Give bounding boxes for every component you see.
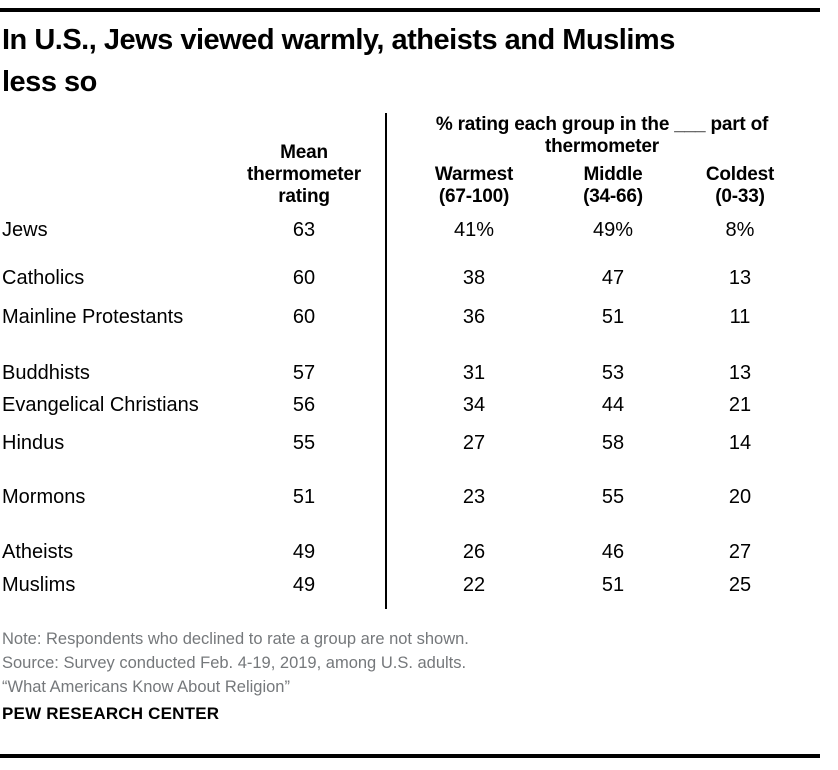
group-label: Hindus	[2, 432, 65, 454]
table-row: Mormons 51 23 55 20	[0, 484, 838, 510]
middle-value: 49%	[592, 219, 634, 241]
warmest-value: 23	[462, 486, 486, 508]
warmest-value: 22	[462, 574, 486, 596]
table-row: Hindus 55 27 58 14	[0, 430, 838, 456]
column-header-warmest: Warmest (67-100)	[434, 164, 514, 207]
table-row: Atheists 49 26 46 27	[0, 539, 838, 565]
table-vertical-divider	[385, 113, 387, 609]
table-row: Jews 63 41% 49% 8%	[0, 217, 838, 243]
group-label: Muslims	[2, 574, 76, 596]
warmest-value: 34	[462, 394, 486, 416]
coldest-value: 13	[728, 267, 752, 289]
warmest-value: 41%	[453, 219, 495, 241]
group-label: Catholics	[2, 267, 85, 289]
table-row: Mainline Protestants 60 36 51 11	[0, 304, 838, 330]
note-line: Note: Respondents who declined to rate a…	[2, 630, 469, 648]
pew-research-center-wordmark: PEW RESEARCH CENTER	[2, 704, 220, 723]
table-row: Muslims 49 22 51 25	[0, 572, 838, 598]
bottom-rule	[0, 754, 820, 758]
coldest-value: 13	[728, 362, 752, 384]
group-label: Mainline Protestants	[2, 306, 184, 328]
middle-value: 46	[601, 541, 625, 563]
column-header-middle: Middle (34-66)	[583, 164, 643, 207]
footnotes: Note: Respondents who declined to rate a…	[2, 627, 702, 699]
table-row: Evangelical Christians 56 34 44 21	[0, 392, 838, 418]
coldest-value: 20	[728, 486, 752, 508]
coldest-value: 14	[728, 432, 752, 454]
group-label: Mormons	[2, 486, 86, 508]
top-rule	[0, 8, 820, 12]
table-body: Jews 63 41% 49% 8% Catholics 60 38 47 13…	[0, 217, 838, 598]
mean-value: 60	[292, 306, 316, 328]
mean-value: 49	[292, 574, 316, 596]
mean-value: 56	[292, 394, 316, 416]
table-row: Buddhists 57 31 53 13	[0, 360, 838, 386]
group-label: Jews	[2, 219, 48, 241]
warmest-value: 26	[462, 541, 486, 563]
middle-value: 53	[601, 362, 625, 384]
group-label: Evangelical Christians	[2, 394, 199, 416]
warmest-value: 38	[462, 267, 486, 289]
warmest-value: 31	[462, 362, 486, 384]
group-label: Buddhists	[2, 362, 90, 384]
column-header-mean: Mean thermometer rating	[247, 142, 361, 207]
coldest-value: 21	[728, 394, 752, 416]
mean-value: 57	[292, 362, 316, 384]
mean-value: 55	[292, 432, 316, 454]
middle-value: 47	[601, 267, 625, 289]
middle-value: 51	[601, 306, 625, 328]
coldest-value: 25	[728, 574, 752, 596]
warmest-value: 36	[462, 306, 486, 328]
middle-value: 58	[601, 432, 625, 454]
column-group-header: % rating each group in the ___ part of t…	[435, 114, 769, 157]
column-header-coldest: Coldest (0-33)	[705, 164, 775, 207]
group-label: Atheists	[2, 541, 74, 563]
coldest-value: 27	[728, 541, 752, 563]
middle-value: 44	[601, 394, 625, 416]
report-line: “What Americans Know About Religion”	[2, 678, 290, 696]
table-row: Catholics 60 38 47 13	[0, 265, 838, 291]
coldest-value: 8%	[725, 219, 755, 241]
source-line: Source: Survey conducted Feb. 4-19, 2019…	[2, 654, 467, 672]
mean-value: 63	[292, 219, 316, 241]
mean-value: 49	[292, 541, 316, 563]
chart-title: In U.S., Jews viewed warmly, atheists an…	[2, 24, 675, 98]
warmest-value: 27	[462, 432, 486, 454]
middle-value: 51	[601, 574, 625, 596]
middle-value: 55	[601, 486, 625, 508]
mean-value: 60	[292, 267, 316, 289]
coldest-value: 11	[729, 306, 751, 328]
mean-value: 51	[292, 486, 316, 508]
